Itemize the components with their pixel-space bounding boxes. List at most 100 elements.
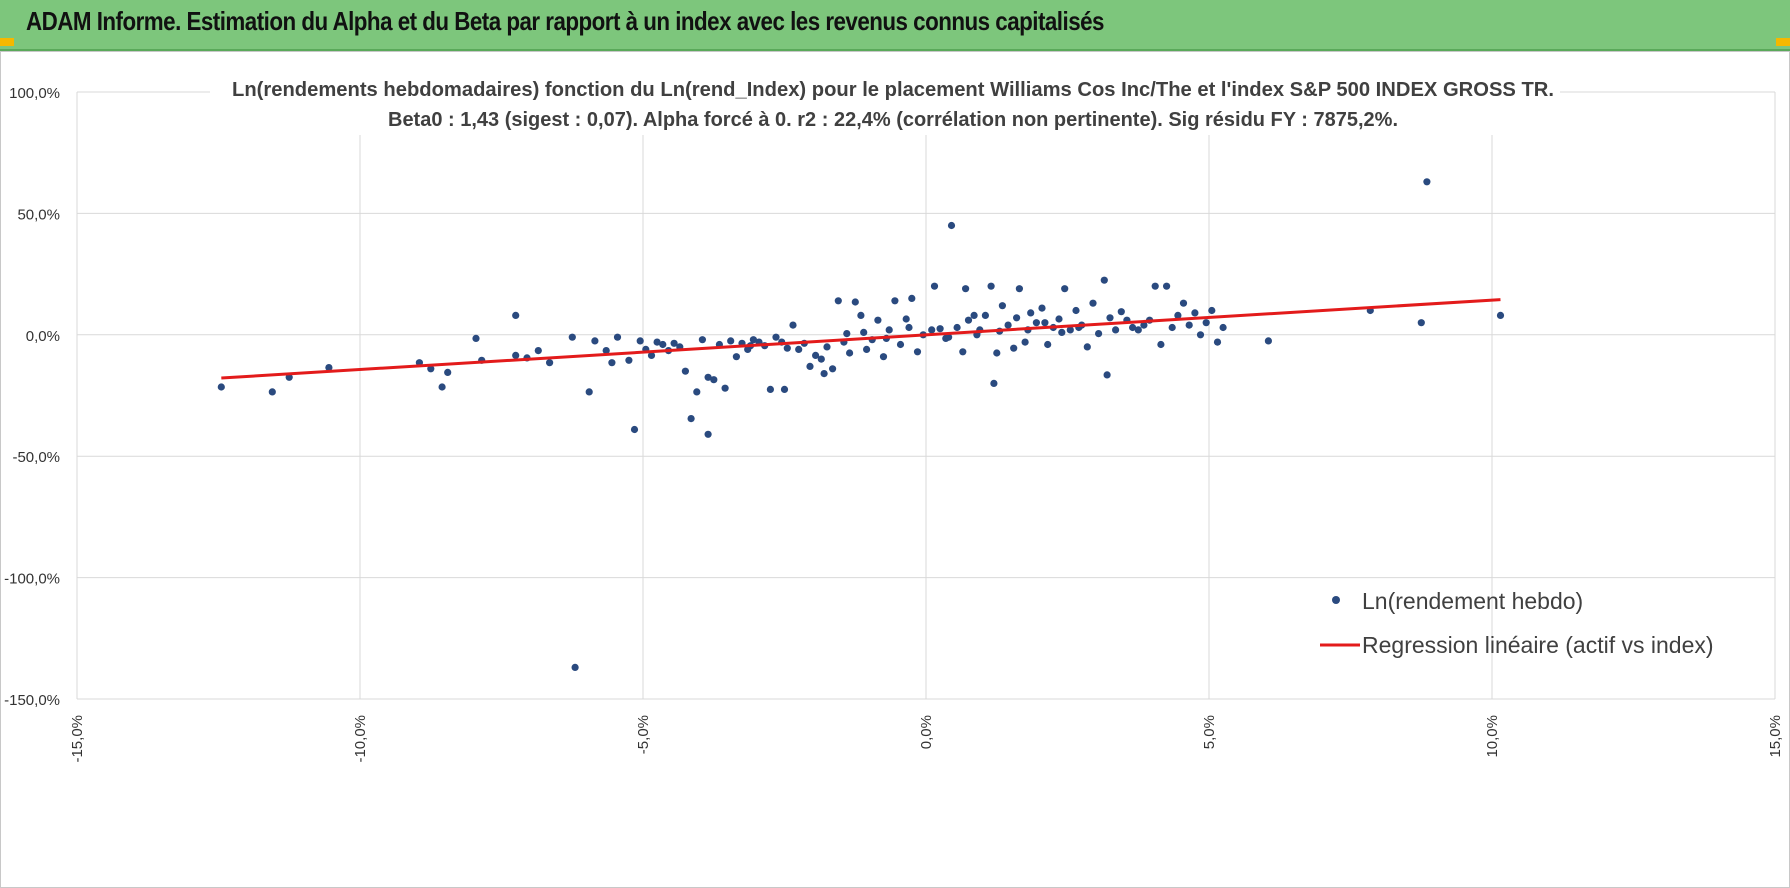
y-tick-label: 100,0% — [9, 85, 60, 102]
data-point — [687, 415, 695, 423]
report-title: ADAM Informe. Estimation du Alpha et du … — [26, 6, 1104, 36]
data-point — [1044, 340, 1052, 349]
data-point — [947, 221, 956, 230]
y-tick-label: -50,0% — [12, 449, 60, 466]
corner-marker-left — [0, 38, 14, 46]
data-point — [962, 285, 970, 293]
legend-label-line: Regression linéaire (actif vs index) — [1362, 632, 1714, 658]
data-point — [653, 338, 661, 346]
data-point — [930, 282, 939, 290]
data-point — [647, 351, 656, 359]
data-point — [1213, 338, 1222, 346]
y-axis-labels: 100,0% 50,0% 0,0% -50,0% -100,0% -150,0% — [4, 85, 60, 709]
data-point — [843, 330, 851, 338]
data-point — [987, 282, 995, 290]
data-point — [998, 302, 1007, 310]
data-point — [820, 370, 828, 378]
data-point — [727, 337, 735, 345]
data-point — [1032, 319, 1040, 327]
data-point — [863, 345, 871, 353]
data-point — [1151, 282, 1159, 290]
data-point — [1100, 276, 1108, 284]
data-point — [795, 345, 803, 353]
legend: Ln(rendement hebdo) Regression linéaire … — [1320, 588, 1714, 658]
data-point — [534, 347, 542, 355]
x-tick-label: 5,0% — [1201, 715, 1218, 749]
data-point — [438, 383, 446, 391]
chart-title-background — [210, 71, 1560, 135]
data-point — [1027, 309, 1035, 317]
report-banner: ADAM Informe. Estimation du Alpha et du … — [0, 0, 1790, 51]
data-point — [1163, 282, 1171, 290]
data-point — [1083, 343, 1091, 351]
x-tick-label: 0,0% — [918, 715, 935, 749]
data-point — [444, 368, 452, 376]
data-point — [472, 334, 480, 342]
data-point — [846, 349, 854, 357]
data-point — [427, 365, 435, 373]
data-point — [1058, 328, 1066, 336]
data-point — [902, 315, 910, 323]
data-point — [1021, 338, 1029, 346]
data-point — [1417, 319, 1425, 327]
data-point — [812, 351, 820, 359]
data-point — [721, 384, 729, 392]
data-point — [670, 339, 678, 347]
data-point — [512, 311, 520, 319]
data-point — [874, 316, 882, 324]
legend-label-scatter: Ln(rendement hebdo) — [1362, 588, 1583, 614]
data-point — [591, 337, 599, 345]
data-point — [783, 344, 791, 352]
data-point — [325, 364, 333, 372]
data-point — [608, 359, 616, 367]
data-point — [1219, 323, 1227, 332]
data-point — [625, 356, 633, 364]
data-point — [268, 388, 276, 396]
data-point — [1089, 299, 1097, 307]
data-point — [1103, 371, 1111, 379]
data-point — [585, 388, 593, 396]
data-point — [1496, 311, 1505, 319]
data-point — [681, 367, 690, 375]
data-point — [857, 311, 865, 319]
data-point — [817, 355, 825, 363]
data-point — [970, 311, 978, 319]
data-point — [1010, 344, 1018, 352]
data-point — [546, 359, 554, 367]
x-tick-label: 10,0% — [1484, 715, 1501, 758]
data-point — [630, 425, 639, 434]
data-point — [1072, 306, 1080, 315]
data-point — [1134, 326, 1142, 334]
data-point — [1061, 285, 1069, 293]
data-point — [766, 385, 775, 393]
data-point — [780, 385, 789, 393]
data-point — [1185, 321, 1193, 329]
data-point — [806, 362, 814, 370]
data-point — [1174, 311, 1182, 319]
data-point — [851, 298, 859, 306]
data-point — [772, 333, 780, 341]
data-point — [1140, 321, 1148, 329]
data-point — [217, 383, 225, 391]
data-point — [913, 348, 922, 356]
chart-title: Ln(rendements hebdomadaires) fonction du… — [232, 79, 1554, 101]
data-point — [829, 365, 837, 373]
data-point — [1179, 299, 1188, 307]
y-tick-label: -100,0% — [4, 571, 60, 588]
data-point — [1208, 306, 1216, 315]
data-point — [1129, 323, 1137, 332]
data-point — [823, 343, 831, 351]
data-point — [891, 297, 899, 305]
chart-subtitle: Beta0 : 1,43 (sigest : 0,07). Alpha forc… — [388, 109, 1398, 131]
x-axis-labels: -15,0% -10,0% -5,0% 0,0% 5,0% 10,0% 15,0% — [69, 715, 1784, 763]
data-point — [928, 326, 936, 334]
y-tick-label: -150,0% — [4, 692, 60, 709]
regression-line — [221, 298, 1501, 380]
scatter-chart: 100,0% 50,0% 0,0% -50,0% -100,0% -150,0% -15,… — [4, 71, 1784, 763]
data-point — [568, 333, 576, 341]
data-point — [1168, 323, 1176, 332]
data-point — [602, 347, 610, 355]
data-point — [945, 333, 953, 341]
data-point — [1106, 314, 1114, 322]
data-point — [1112, 326, 1120, 334]
